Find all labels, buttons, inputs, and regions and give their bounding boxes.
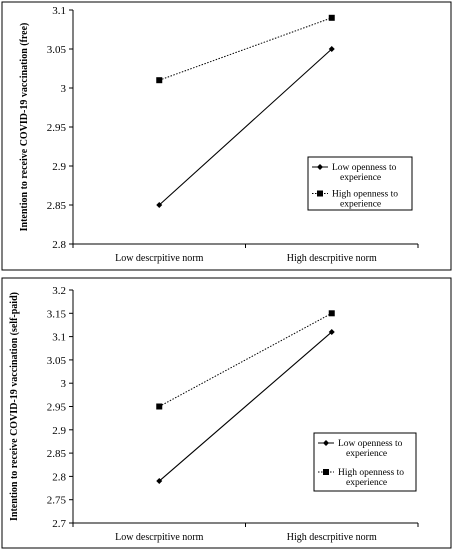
y-tick-label: 2.9	[52, 161, 66, 173]
data-point	[156, 202, 163, 208]
chart-frame	[1, 1, 452, 271]
data-point	[156, 403, 163, 410]
legend-label: Low openness to experience	[332, 163, 397, 183]
series-line	[158, 331, 333, 482]
y-tick-label: 3.2	[52, 285, 66, 297]
y-axis-label: Intention to receive COVID-19 vaccinatio…	[9, 292, 20, 521]
data-point	[317, 190, 323, 197]
y-tick-label: 3.05	[47, 355, 67, 367]
series-line	[159, 312, 332, 407]
chart-2: 2.7 2.75 2.8 2.85 2.9 2.95 3 3.05 3.1 3.15 3.2 Low …	[1, 277, 452, 549]
series-2	[156, 14, 335, 84]
chart-frame	[1, 277, 452, 549]
series-line	[158, 48, 333, 206]
y-tick-label: 2.95	[47, 402, 67, 414]
data-point	[323, 469, 329, 475]
series-1	[156, 328, 335, 485]
legend-label: High openness to experience	[332, 190, 398, 210]
series-1	[156, 46, 335, 208]
legend-box	[307, 156, 413, 211]
x-tick-label: High descrpitive norm	[287, 532, 377, 543]
legend: Low openness to experience High openness t…	[313, 432, 417, 492]
y-tick-label: 3	[61, 378, 67, 390]
chart-1: 2.8 2.85 2.9 2.95 3 3.05 3.1 Low descrpitive no…	[1, 1, 452, 271]
series-line	[159, 17, 332, 81]
y-tick-label: 2.85	[47, 448, 67, 460]
legend: Low openness to experience High openness t…	[307, 156, 413, 211]
data-point	[156, 77, 163, 84]
y-tick-label: 3.1	[52, 332, 66, 344]
legend-label: Low openness to experience	[338, 439, 403, 459]
x-tick-label: High descrpitive norm	[287, 253, 377, 264]
y-tick-label: 2.8	[52, 239, 66, 251]
x-tick-label: Low descrpitive norm	[115, 253, 204, 264]
data-point	[317, 164, 323, 170]
data-point	[323, 440, 329, 446]
data-point	[328, 310, 335, 317]
y-tick-label: 2.85	[47, 200, 67, 212]
series-2	[156, 310, 335, 410]
y-tick-label: 2.75	[47, 495, 67, 507]
legend-label: High openness to experience	[338, 468, 404, 488]
y-tick-label: 2.95	[47, 122, 67, 134]
data-point	[328, 46, 335, 52]
y-tick-label: 3.15	[47, 308, 67, 320]
y-tick-label: 2.9	[52, 425, 66, 437]
y-tick-label: 2.7	[52, 518, 66, 530]
y-axis-label: Intention to receive COVID-19 vaccinatio…	[19, 23, 30, 232]
y-tick-label: 3.05	[47, 44, 67, 56]
y-tick-label: 3.1	[52, 5, 66, 17]
data-point	[156, 478, 163, 485]
data-point	[328, 328, 335, 335]
y-tick-label: 2.8	[52, 471, 66, 483]
y-tick-label: 3	[61, 83, 67, 95]
x-tick-label: Low descrpitive norm	[115, 532, 204, 543]
data-point	[328, 14, 335, 21]
